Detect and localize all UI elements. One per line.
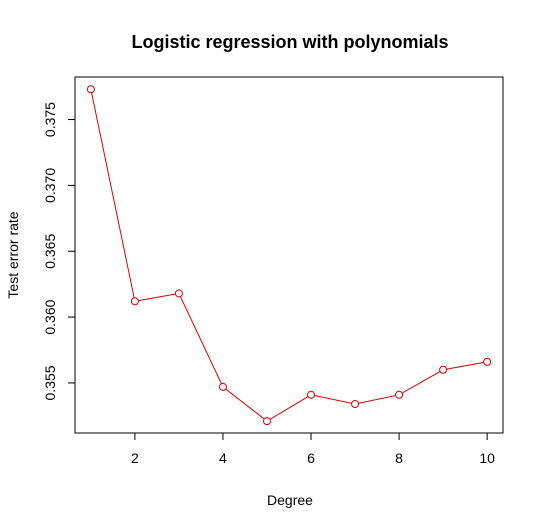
x-tick-label: 2 [131, 450, 139, 466]
y-axis-label: Test error rate [5, 211, 21, 298]
x-tick-label: 10 [479, 450, 495, 466]
data-point [218, 382, 227, 391]
x-tick-label: 4 [219, 450, 227, 466]
y-tick-label: 0.370 [42, 168, 58, 203]
x-axis: 2 4 6 8 10 [131, 433, 495, 466]
y-tick-label: 0.360 [42, 299, 58, 334]
data-point [86, 85, 95, 94]
data-point [262, 417, 271, 426]
data-point [439, 365, 448, 374]
x-axis-label: Degree [267, 492, 313, 508]
data-point [174, 289, 183, 298]
data-point [351, 400, 360, 409]
series-line [90, 89, 488, 422]
y-tick-label: 0.375 [42, 102, 58, 137]
data-points [86, 85, 492, 426]
y-tick-label: 0.365 [42, 234, 58, 269]
plot-frame [74, 76, 504, 434]
chart-title: Logistic regression with polynomials [131, 32, 448, 52]
data-point [395, 390, 404, 399]
data-point [130, 297, 139, 306]
x-tick-label: 8 [395, 450, 403, 466]
data-point [307, 390, 316, 399]
y-tick-label: 0.355 [42, 365, 58, 400]
data-point [483, 357, 492, 366]
y-axis: 0.355 0.360 0.365 0.370 0.375 [42, 102, 75, 400]
x-tick-label: 6 [307, 450, 315, 466]
